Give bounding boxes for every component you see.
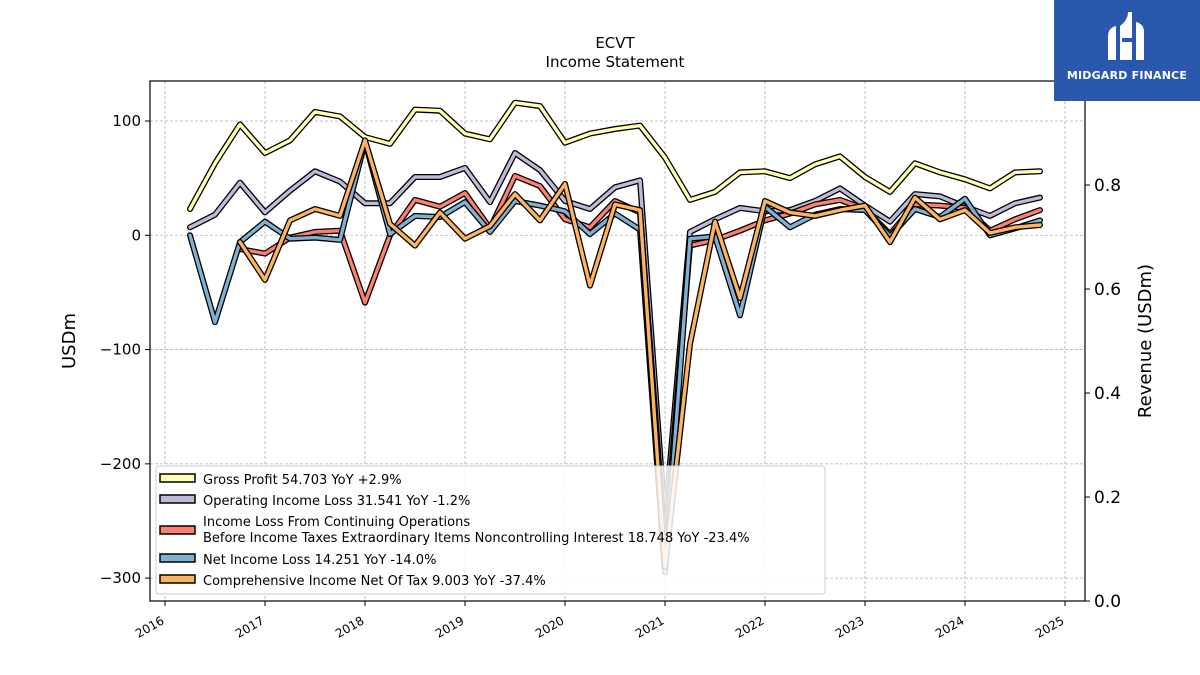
y-right-tick-label: 0.0: [1094, 592, 1121, 612]
y-axis-label: USDm: [59, 313, 80, 369]
legend-label-2: Income Loss From Continuing Operations: [203, 515, 470, 530]
x-tick-label: 2022: [733, 613, 766, 640]
y-right-tick-label: 0.8: [1094, 176, 1121, 196]
y-tick-label: 0: [131, 226, 141, 244]
series-line-1: [188, 151, 1042, 523]
y-tick-label: −200: [100, 455, 141, 473]
x-tick-label: 2024: [933, 613, 966, 640]
legend: Gross Profit 54.703 YoY +2.9% Operating I…: [155, 465, 826, 595]
legend-swatch-0: [159, 473, 196, 483]
legend-label-1: Operating Income Loss 31.541 YoY -1.2%: [203, 494, 470, 509]
x-tick-label: 2025: [1033, 613, 1066, 640]
logo-text: MIDGARD FINANCE: [1066, 69, 1188, 82]
chart-title: ECVT: [595, 34, 635, 52]
series-layer: [187, 99, 1043, 576]
legend-label-4: Comprehensive Income Net Of Tax 9.003 Yo…: [203, 574, 546, 589]
x-tick-label: 2018: [333, 613, 366, 640]
x-tick-label: 2020: [533, 613, 566, 640]
y-right-tick-label: 0.4: [1094, 384, 1121, 404]
legend-swatch-4: [159, 574, 196, 584]
series-line-4: [238, 138, 1042, 569]
y-right-tick-label: 0.6: [1094, 280, 1121, 300]
legend-box: [155, 465, 826, 595]
logo-icon: [1108, 12, 1144, 60]
chart-subtitle: Income Statement: [546, 53, 685, 71]
y-right-tick-label: 0.2: [1094, 488, 1121, 508]
y-tick-label: −300: [100, 569, 141, 587]
legend-label-0: Gross Profit 54.703 YoY +2.9%: [203, 473, 402, 488]
midgard-finance-logo: MIDGARD FINANCE: [1054, 0, 1200, 101]
legend-swatch-2: [159, 525, 196, 535]
x-tick-label: 2023: [833, 613, 866, 640]
x-tick-label: 2016: [133, 613, 166, 640]
x-tick-label: 2019: [433, 613, 466, 640]
legend-swatch-3: [159, 553, 196, 563]
plot-frame: [149, 80, 1086, 602]
y-tick-label: −100: [100, 341, 141, 359]
legend-label-3: Net Income Loss 14.251 YoY -14.0%: [203, 553, 436, 568]
y-tick-label: 100: [112, 112, 141, 130]
x-tick-label: 2021: [633, 613, 666, 640]
legend-label-2: Before Income Taxes Extraordinary Items …: [203, 531, 750, 546]
series-line-0: [188, 100, 1042, 211]
y-axis-right-label: Revenue (USDm): [1135, 264, 1156, 418]
x-tick-label: 2017: [233, 613, 266, 640]
legend-swatch-1: [159, 494, 196, 504]
